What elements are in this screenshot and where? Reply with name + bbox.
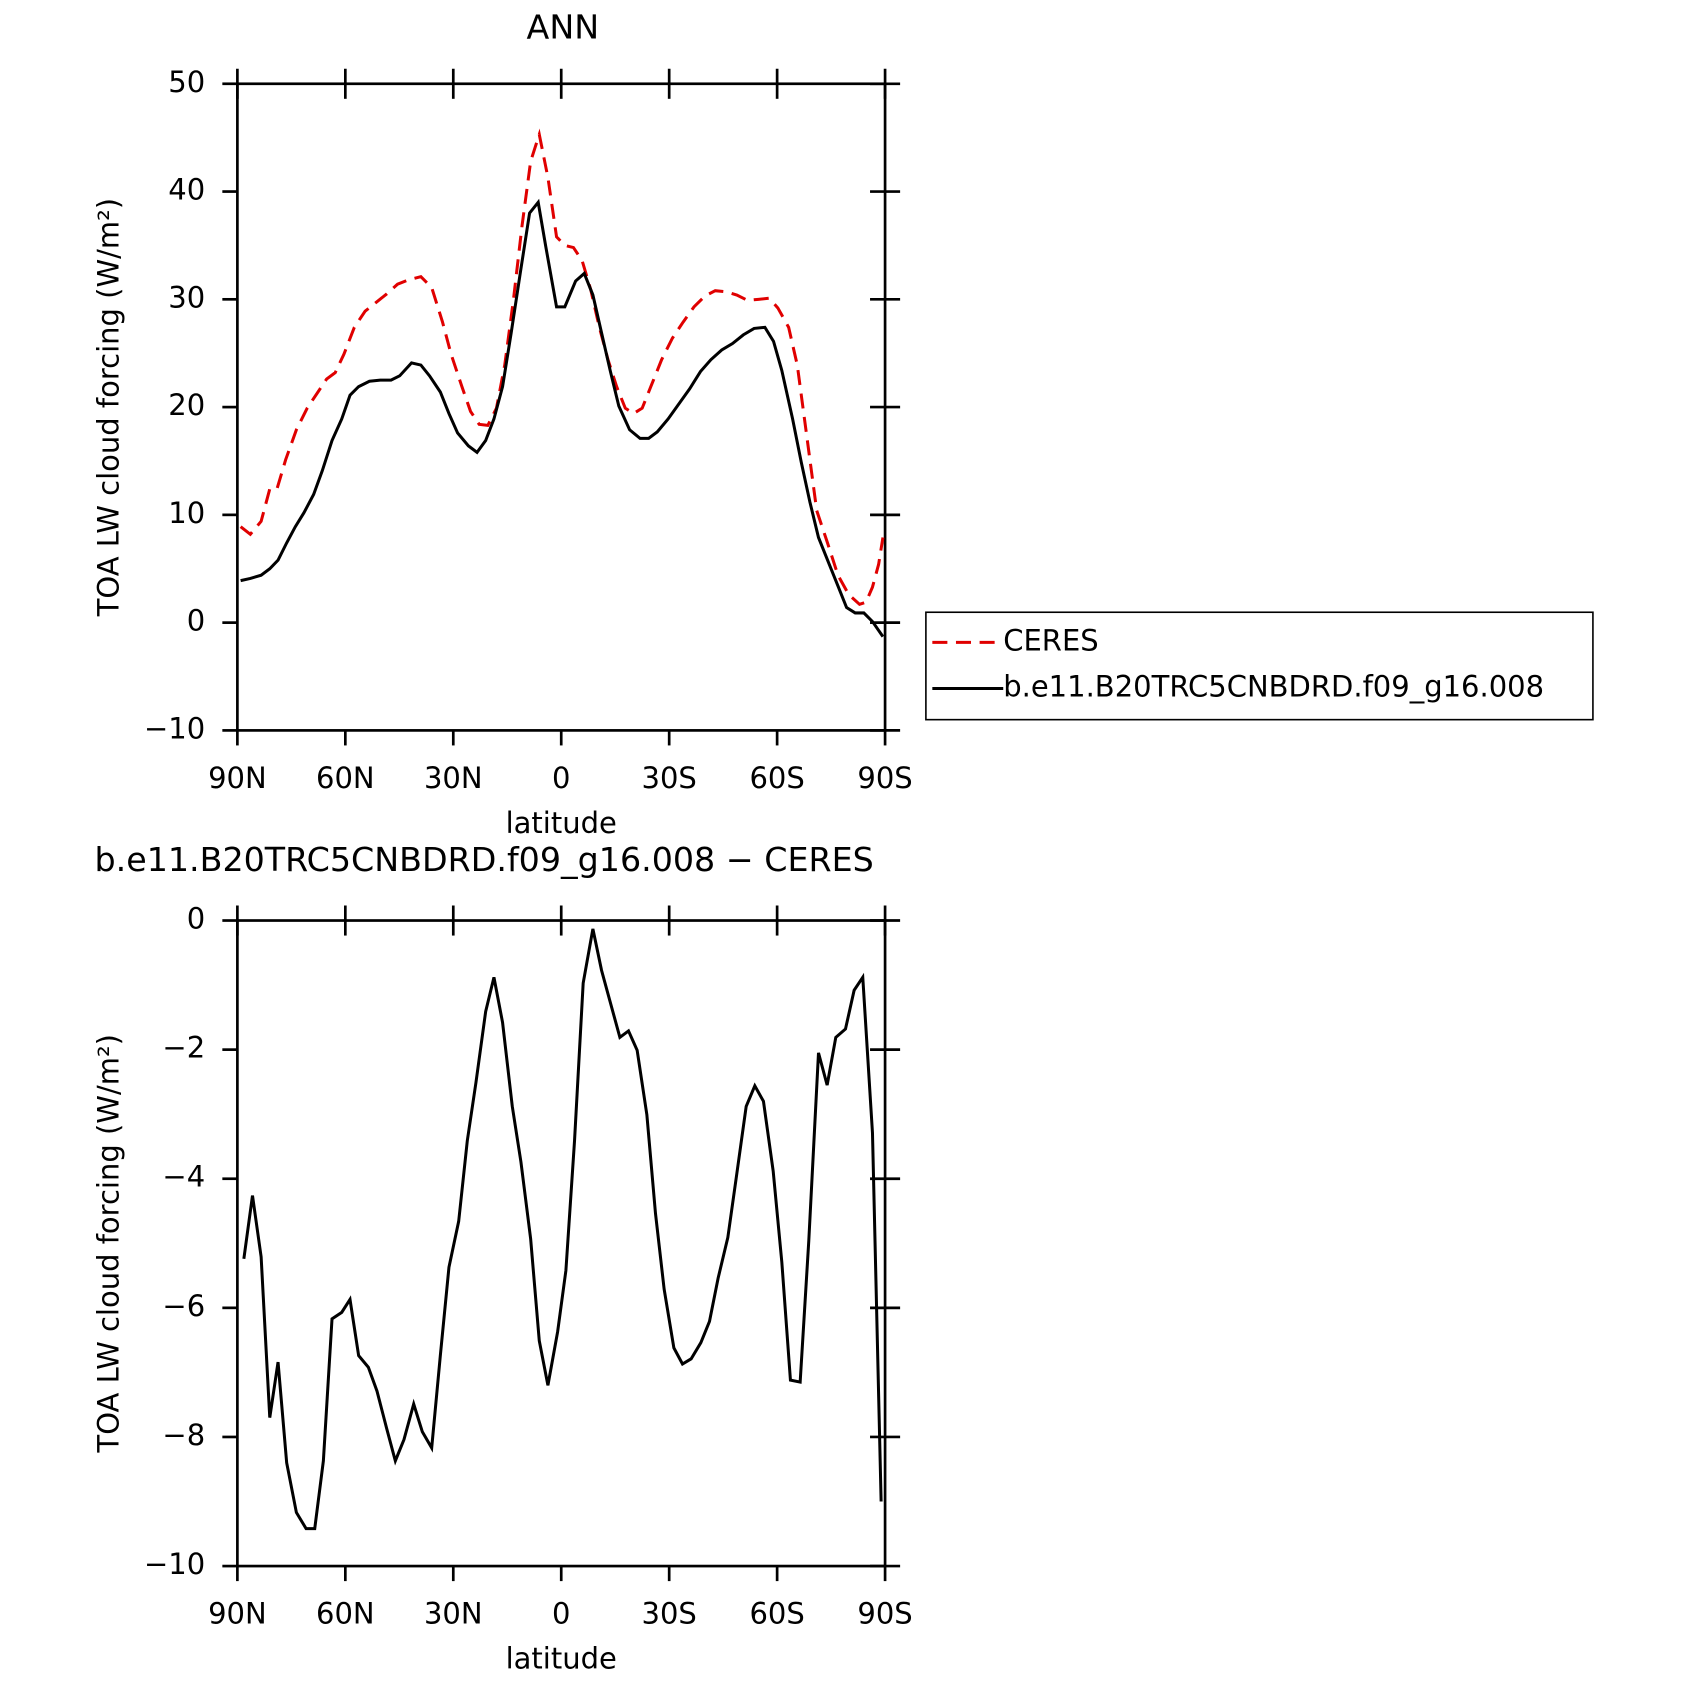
panel: ANN latitude TOA LW cloud forcing (W/m²) −1… (92, 8, 1594, 840)
x-tick-label: 90N (208, 1596, 267, 1630)
x-tick-label: 0 (552, 1596, 570, 1630)
y-tick-label: 20 (168, 388, 205, 422)
y-tick-label: 10 (168, 496, 205, 530)
plot-frame (236, 82, 887, 732)
y-axis-label: TOA LW cloud forcing (W/m²) (92, 1034, 126, 1453)
y-tick-label: −4 (162, 1160, 205, 1194)
y-tick-label: 0 (187, 604, 205, 638)
y-tick-label: −8 (162, 1418, 205, 1452)
x-tick-label: 30N (424, 761, 483, 795)
legend-box (925, 611, 1594, 721)
x-tick-label: 90S (857, 761, 912, 795)
y-tick-label: 30 (168, 280, 205, 314)
legend-label: b.e11.B20TRC5CNBDRD.f09_g16.008 (1003, 670, 1544, 704)
x-tick-label: 0 (552, 761, 570, 795)
y-axis-label: TOA LW cloud forcing (W/m²) (92, 198, 126, 617)
data-line (240, 198, 885, 638)
x-axis-label: latitude (506, 806, 617, 840)
chart-title: b.e11.B20TRC5CNBDRD.f09_g16.008 − CERES (95, 840, 874, 879)
y-tick-label: −2 (162, 1031, 205, 1065)
y-tick-label: 0 (187, 902, 205, 936)
data-line (242, 928, 883, 1531)
y-tick-label: −6 (162, 1289, 205, 1323)
x-tick-label: 90N (208, 761, 267, 795)
legend-label: CERES (1003, 623, 1098, 657)
y-tick-label: −10 (144, 711, 205, 745)
x-tick-label: 30S (642, 761, 697, 795)
x-tick-label: 60S (749, 1596, 804, 1630)
y-tick-label: 50 (168, 65, 205, 99)
x-tick-label: 60N (316, 1596, 375, 1630)
x-tick-label: 30S (642, 1596, 697, 1630)
x-tick-label: 30N (424, 1596, 483, 1630)
y-tick-label: −10 (144, 1547, 205, 1581)
plot-frame (236, 919, 887, 1568)
data-line (239, 128, 885, 607)
x-tick-label: 60S (749, 761, 804, 795)
x-tick-label: 90S (857, 1596, 912, 1630)
chart-title: ANN (527, 8, 600, 47)
y-tick-label: 40 (168, 173, 205, 207)
x-tick-label: 60N (316, 761, 375, 795)
x-axis-label: latitude (506, 1642, 617, 1676)
panel: b.e11.B20TRC5CNBDRD.f09_g16.008 − CERES l… (92, 840, 913, 1676)
